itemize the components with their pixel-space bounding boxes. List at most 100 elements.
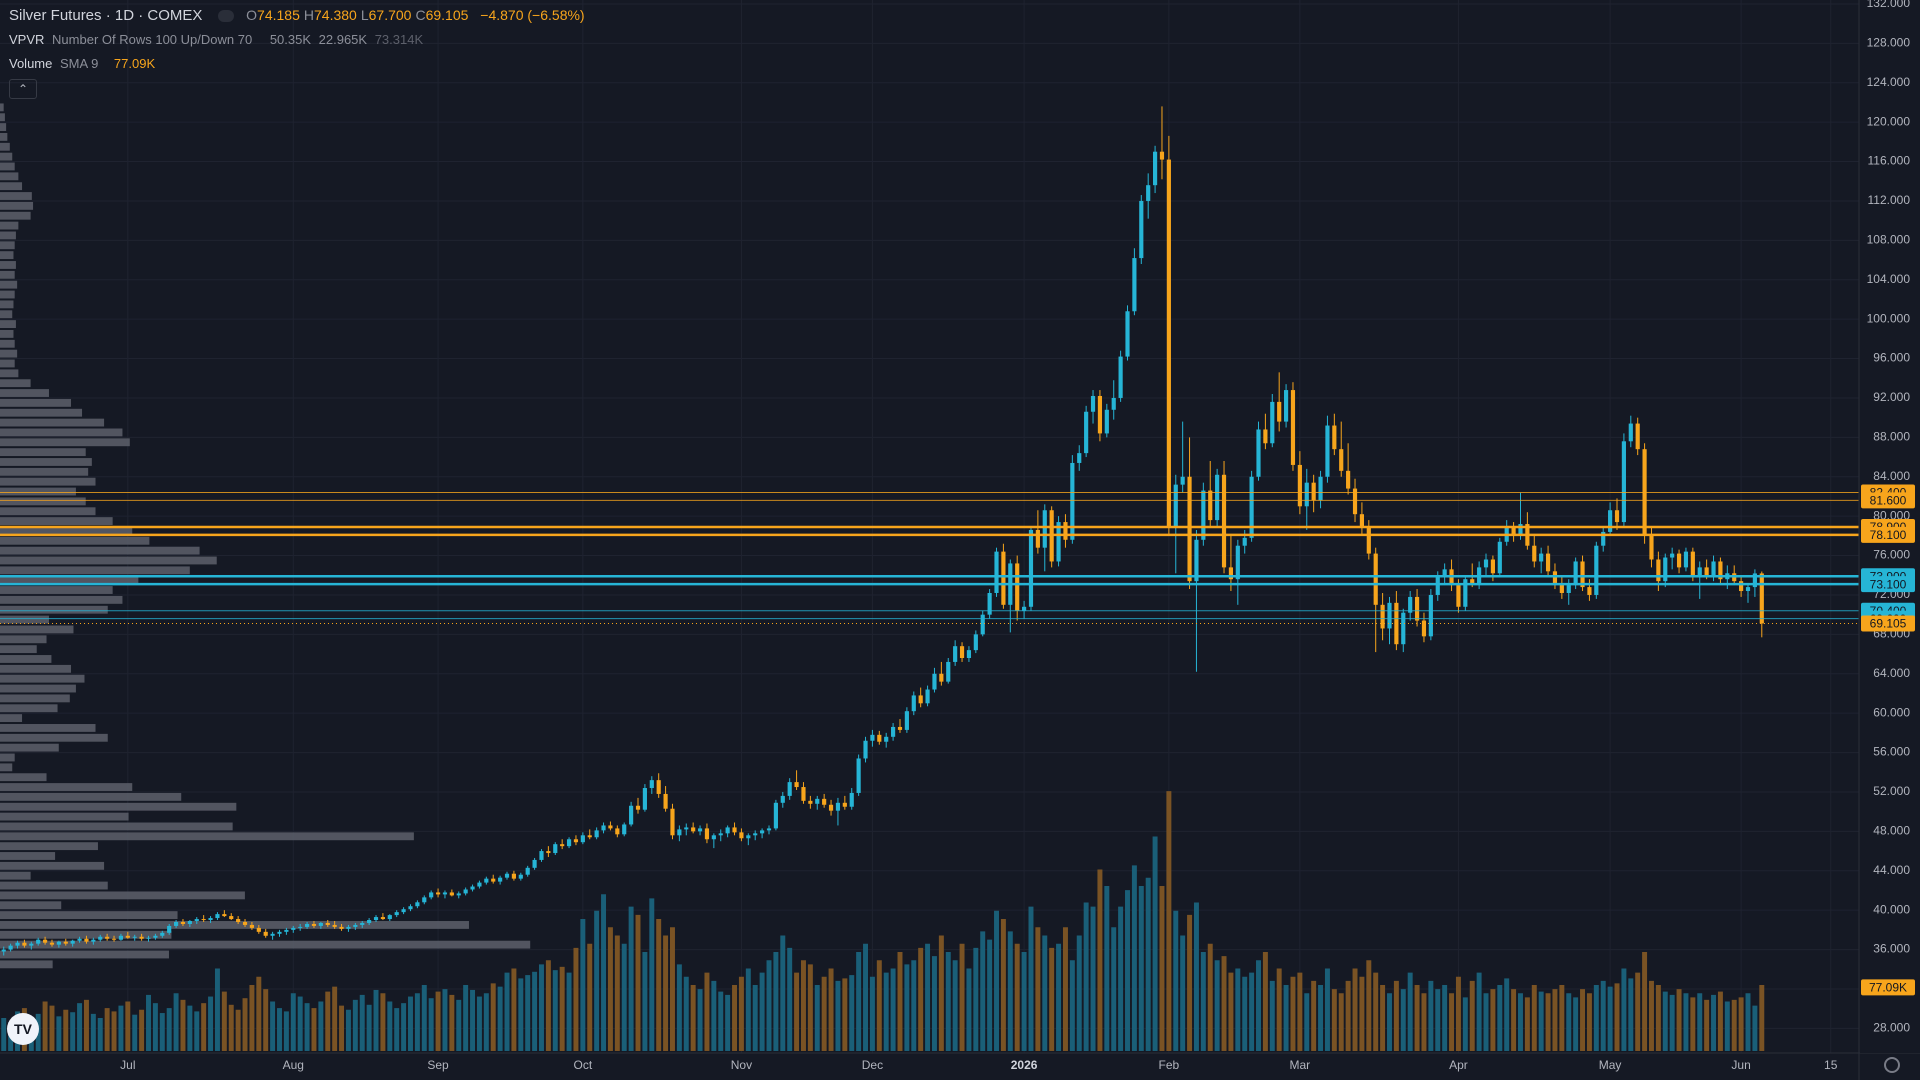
- candle-body: [532, 859, 537, 868]
- candle-body: [925, 689, 930, 704]
- candle-body: [1545, 553, 1551, 572]
- candle-body: [1745, 587, 1751, 592]
- volume-bar: [118, 1005, 124, 1051]
- volume-bar: [394, 1008, 400, 1051]
- vpvr-row: [0, 714, 23, 723]
- candle-body: [256, 927, 261, 932]
- symbol-title[interactable]: Silver Futures · 1D · COMEX: [9, 7, 203, 24]
- candle-body: [1635, 423, 1640, 450]
- candle-body: [1208, 490, 1213, 521]
- volume-tag-bg: [1861, 979, 1915, 996]
- candle-body: [1656, 559, 1661, 582]
- candle-body: [1697, 567, 1702, 576]
- volume-bar: [601, 894, 607, 1051]
- vpvr-row: [0, 320, 16, 329]
- volume-bar: [1373, 972, 1379, 1051]
- candle-body: [270, 933, 275, 936]
- candle-body: [863, 740, 868, 759]
- volume-bar: [725, 994, 731, 1051]
- volume-bar: [835, 980, 841, 1051]
- candle-body: [560, 844, 565, 847]
- ohlc-value: 74.185: [257, 7, 300, 23]
- candle-body: [1566, 585, 1571, 593]
- vpvr-row: [0, 625, 74, 634]
- volume-bar: [83, 999, 89, 1051]
- candle-body: [118, 935, 124, 940]
- logo[interactable]: TV: [7, 1013, 39, 1045]
- volume-bar: [1007, 931, 1013, 1051]
- volume-bar: [1745, 993, 1751, 1051]
- volume-bar: [552, 970, 558, 1051]
- ohlc-key: O: [246, 7, 258, 23]
- volume-bar: [994, 910, 999, 1051]
- candle-body: [1359, 514, 1365, 528]
- vpvr-row: [0, 852, 56, 860]
- volume-bar: [752, 985, 758, 1051]
- volume-bar: [1104, 886, 1110, 1051]
- vpvr-row: [0, 477, 96, 486]
- volume-bar: [1242, 976, 1248, 1051]
- candle-body: [1104, 409, 1109, 434]
- volume-bar: [194, 1011, 200, 1051]
- candle-body: [904, 711, 909, 730]
- vpvr-row: [0, 743, 59, 752]
- volume-bar: [1559, 985, 1565, 1051]
- volume-bar: [1455, 976, 1461, 1051]
- volume-bar: [456, 999, 462, 1051]
- candle-body: [194, 919, 199, 922]
- volume-bar: [490, 983, 496, 1051]
- x-tick-label: Nov: [731, 1058, 752, 1072]
- volume-bar: [1490, 989, 1496, 1051]
- hide-button[interactable]: [218, 10, 235, 23]
- volume-bar: [690, 985, 696, 1051]
- candle-body: [1201, 490, 1206, 540]
- volume-bar: [1200, 952, 1206, 1051]
- volume-bar: [1331, 989, 1337, 1051]
- volume-bar: [821, 976, 827, 1051]
- collapse-button[interactable]: ⌃: [9, 79, 37, 99]
- candle-body: [918, 695, 923, 704]
- candle-body: [1435, 577, 1440, 595]
- candle-body: [1132, 258, 1137, 312]
- level-tag: 78.100: [1870, 528, 1907, 542]
- candle-body: [1077, 453, 1082, 463]
- volume-bar: [318, 1001, 324, 1051]
- volume-bar: [1256, 960, 1261, 1051]
- candle-body: [1463, 579, 1468, 607]
- volume-bar: [849, 975, 855, 1051]
- candle-body: [1711, 561, 1716, 576]
- volume-bar: [780, 935, 786, 1051]
- candle-body: [1256, 429, 1261, 477]
- volume-bar: [1704, 999, 1710, 1051]
- volume-bar: [1380, 985, 1386, 1051]
- volume-bar: [380, 993, 386, 1051]
- legend-volume[interactable]: Volume SMA 9 77.09K: [9, 56, 159, 71]
- volume-bar: [1531, 985, 1537, 1051]
- volume-bar: [663, 935, 669, 1051]
- candle-body: [1628, 423, 1633, 442]
- volume-bar: [235, 1009, 241, 1051]
- candle-body: [677, 829, 682, 836]
- candle-body: [1139, 200, 1144, 259]
- volume-bar: [1049, 947, 1055, 1051]
- candle-body: [635, 805, 641, 810]
- volume-bar: [1166, 791, 1172, 1051]
- volume-bar: [973, 947, 979, 1051]
- x-tick-label: 15: [1824, 1058, 1838, 1072]
- candle-body: [229, 916, 234, 920]
- legend-vpvr[interactable]: VPVR Number Of Rows 100 Up/Down 70 50.35…: [9, 32, 427, 47]
- candle-body: [284, 929, 289, 932]
- candle-body: [325, 922, 330, 925]
- vpvr-row: [0, 802, 237, 811]
- candle-body: [994, 551, 999, 593]
- candle-body: [1366, 527, 1371, 554]
- volume-bar: [545, 960, 551, 1051]
- vpvr-row: [0, 950, 169, 959]
- candle-body: [1649, 535, 1654, 560]
- settings-gear[interactable]: [1884, 1057, 1900, 1073]
- candle-body: [697, 828, 703, 832]
- candle-body: [70, 940, 75, 944]
- candle-body: [1283, 390, 1289, 422]
- candle-body: [891, 726, 896, 737]
- candle-body: [760, 830, 765, 834]
